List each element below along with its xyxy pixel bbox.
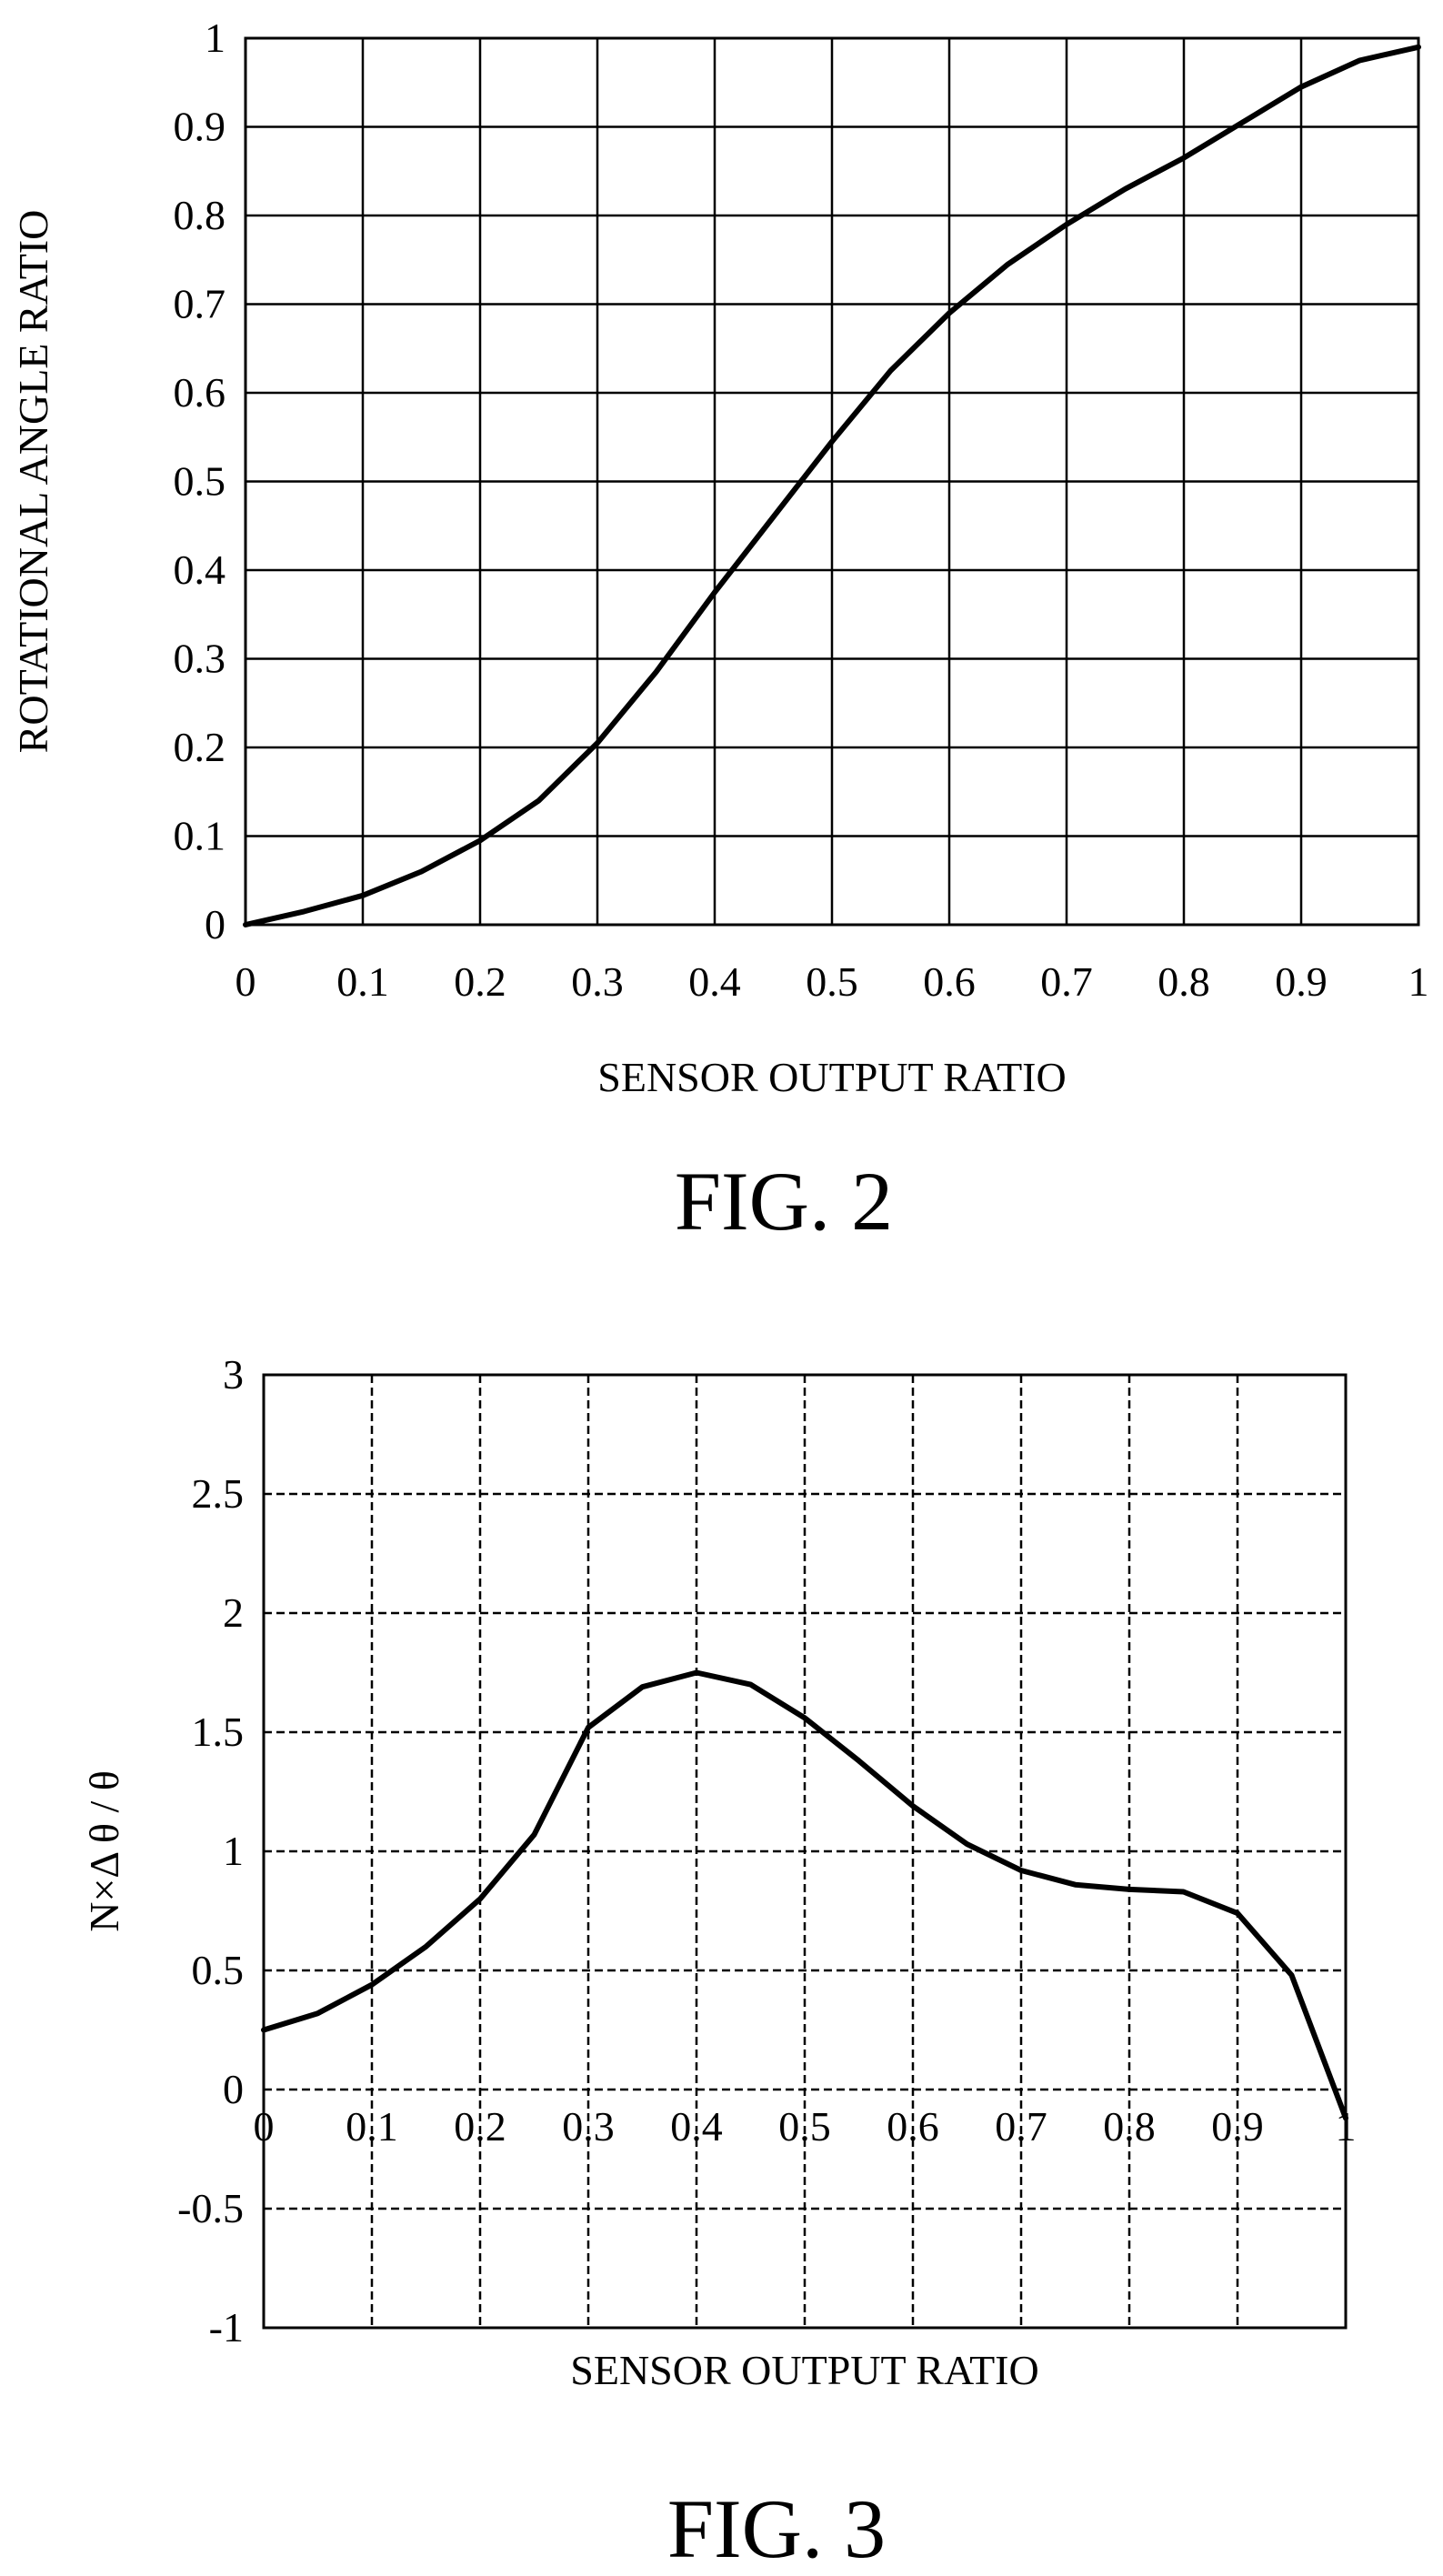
series-line bbox=[243, 44, 1421, 927]
x-tick-label: 0 bbox=[235, 958, 256, 1005]
fig2-chart: 0 0.1 0.2 0.3 0.4 0.5 0.6 0.7 0.8 0.9 1 0 0.1 0.2 0.3 0… bbox=[10, 15, 1429, 1248]
x-tick-label: 0.3 bbox=[562, 2103, 615, 2150]
y-tick-label: 0.5 bbox=[174, 458, 226, 505]
x-axis-title: SENSOR OUTPUT RATIO bbox=[597, 1054, 1066, 1100]
x-tick-label: 0.5 bbox=[806, 958, 858, 1005]
figure-label: FIG. 2 bbox=[675, 1155, 893, 1248]
y-tick-label: 2 bbox=[223, 1589, 244, 1636]
x-tick-label: 0.9 bbox=[1275, 958, 1328, 1005]
y-tick-label: -1 bbox=[209, 2304, 244, 2350]
x-tick-label: 0.1 bbox=[336, 958, 389, 1005]
y-tick-label: 0.9 bbox=[174, 104, 226, 150]
y-tick-label: 3 bbox=[223, 1351, 244, 1398]
y-tick-label: -0.5 bbox=[177, 2185, 244, 2231]
y-axis-title: N×Δ θ / θ bbox=[81, 1770, 127, 1932]
plot-frame bbox=[262, 1373, 1348, 2330]
y-tick-label: 0 bbox=[205, 901, 225, 947]
x-tick-label: 1 bbox=[1336, 2103, 1357, 2150]
x-tick-label: 0.4 bbox=[688, 958, 741, 1005]
y-tick-label: 1.5 bbox=[192, 1709, 245, 1755]
x-tick-label: 0.6 bbox=[887, 2103, 939, 2150]
x-tick-label: 1 bbox=[1408, 958, 1429, 1005]
x-tick-label: 0.7 bbox=[995, 2103, 1047, 2150]
y-tick-label: 0.2 bbox=[174, 724, 226, 770]
x-tick-label: 0.9 bbox=[1211, 2103, 1264, 2150]
x-tick-label: 0.6 bbox=[923, 958, 976, 1005]
x-tick-label: 0.5 bbox=[778, 2103, 831, 2150]
x-axis-title: SENSOR OUTPUT RATIO bbox=[570, 2347, 1038, 2393]
x-tick-label: 0.1 bbox=[346, 2103, 398, 2150]
y-tick-label: 1 bbox=[205, 15, 225, 61]
y-tick-label: 0.6 bbox=[174, 369, 226, 416]
x-tick-label: 0.8 bbox=[1103, 2103, 1156, 2150]
y-tick-label: 0 bbox=[223, 2066, 244, 2112]
x-tick-label: 0.2 bbox=[454, 2103, 506, 2150]
x-tick-label: 0.3 bbox=[571, 958, 624, 1005]
figure-label: FIG. 3 bbox=[667, 2482, 886, 2575]
y-tick-label: 0.7 bbox=[174, 281, 226, 327]
x-tick-label: 0.2 bbox=[454, 958, 506, 1005]
y-tick-label: 0.8 bbox=[174, 192, 226, 238]
x-tick-label: 0.8 bbox=[1157, 958, 1210, 1005]
y-tick-label: 0.3 bbox=[174, 636, 226, 682]
x-tick-label: 0 bbox=[254, 2103, 275, 2150]
fig3-chart: 0 0.1 0.2 0.3 0.4 0.5 0.6 0.7 0.8 0.9 1-1-0.500.51… bbox=[81, 1351, 1357, 2575]
y-tick-label: 1 bbox=[223, 1828, 244, 1874]
series-line bbox=[261, 1669, 1348, 2121]
y-axis-title: ROTATIONAL ANGLE RATIO bbox=[10, 210, 56, 754]
y-tick-label: 0.5 bbox=[192, 1947, 245, 1993]
y-tick-label: 0.1 bbox=[174, 813, 226, 859]
y-tick-label: 0.4 bbox=[174, 546, 226, 593]
plot-frame bbox=[244, 36, 1420, 927]
y-tick-label: 2.5 bbox=[192, 1470, 245, 1517]
x-tick-label: 0.4 bbox=[670, 2103, 723, 2150]
x-tick-label: 0.7 bbox=[1040, 958, 1093, 1005]
